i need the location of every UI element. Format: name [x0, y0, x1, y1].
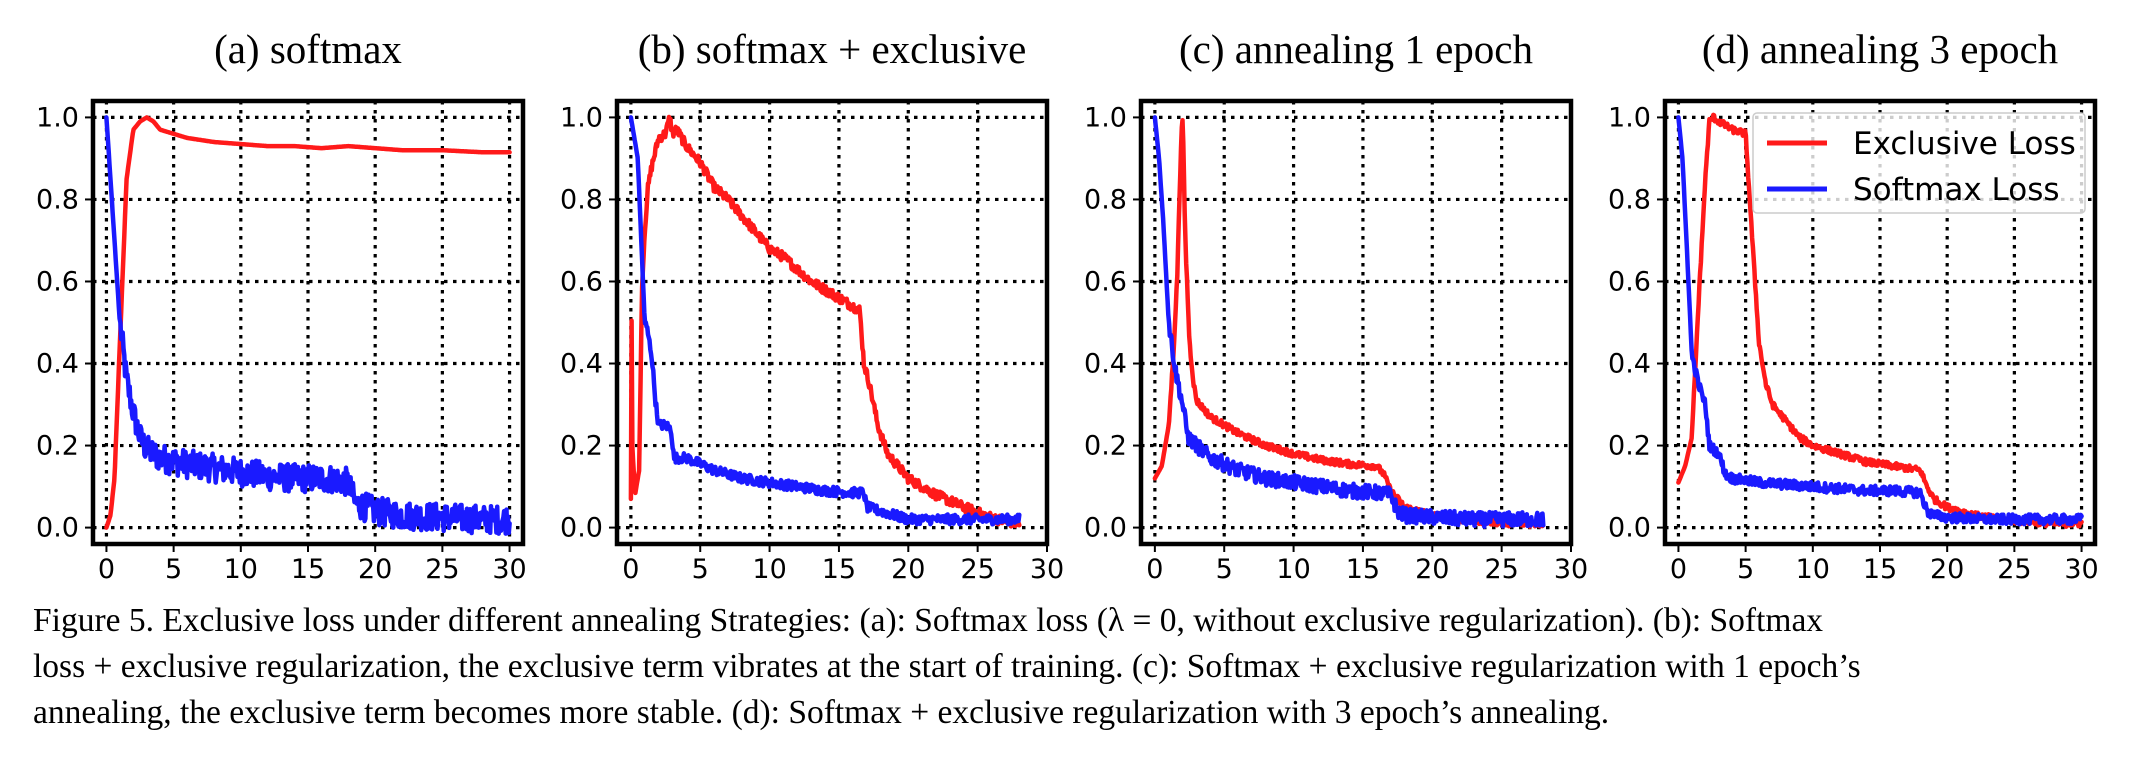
x-tick-label: 5: [692, 554, 709, 585]
y-tick-label: 0.8: [1084, 184, 1127, 215]
legend-label: Softmax Loss: [1853, 172, 2060, 208]
x-tick-label: 30: [1030, 554, 1064, 585]
x-tick-label: 10: [224, 554, 258, 585]
y-tick-label: 0.0: [560, 513, 603, 544]
x-tick-label: 0: [622, 554, 639, 585]
y-tick-label: 1.0: [560, 102, 603, 133]
x-tick-label: 15: [822, 554, 856, 585]
y-tick-label: 0.0: [1608, 513, 1651, 544]
y-tick-label: 0.4: [560, 349, 603, 380]
series-line-exclusive-loss: [628, 114, 1022, 529]
y-tick-label: 0.6: [1084, 266, 1127, 297]
series-line-softmax-loss: [628, 115, 1022, 527]
series-line-softmax-loss: [1152, 115, 1546, 529]
subplot-panels: (a) softmax 0 5 10 15 20 25 30 0.0 0.2 0.4 0.6 0.8 1.…: [36, 26, 2099, 585]
subplot-title: (d) annealing 3 epoch: [1702, 26, 2058, 72]
x-tick-label: 20: [358, 554, 392, 585]
x-tick-label: 5: [165, 554, 182, 585]
x-tick-label: 0: [1670, 554, 1687, 585]
x-tick-label: 10: [1796, 554, 1830, 585]
x-tick-label: 0: [98, 554, 115, 585]
subplot-a: (a) softmax 0 5 10 15 20 25 30 0.0 0.2 0.4 0.6 0.8 1.…: [36, 26, 527, 585]
figure-caption: Figure 5. Exclusive loss under different…: [33, 598, 2103, 736]
y-tick-label: 1.0: [1084, 102, 1127, 133]
y-tick-label: 0.0: [1084, 513, 1127, 544]
y-tick-label: 0.4: [1084, 349, 1127, 380]
subplot-c: (c) annealing 1 epoch 0 5 10 15 20 25 30 0.0 0.2 0…: [1084, 26, 1588, 585]
x-tick-label: 25: [1997, 554, 2031, 585]
x-tick-label: 15: [291, 554, 325, 585]
x-tick-label: 15: [1863, 554, 1897, 585]
y-tick-label: 0.2: [1608, 431, 1651, 462]
caption-line-1: Figure 5. Exclusive loss under different…: [33, 602, 1824, 639]
x-tick-label: 30: [2064, 554, 2098, 585]
x-tick-label: 20: [1930, 554, 1964, 585]
plot-frame: [614, 98, 1050, 547]
y-tick-label: 0.4: [1608, 349, 1651, 380]
y-tick-label: 0.8: [1608, 184, 1651, 215]
y-tick-label: 0.4: [36, 349, 79, 380]
series-line-softmax-loss: [1676, 115, 2084, 527]
subplot-title: (a) softmax: [214, 26, 402, 72]
x-tick-label: 5: [1216, 554, 1233, 585]
y-tick-label: 0.8: [36, 184, 79, 215]
x-tick-label: 25: [960, 554, 994, 585]
series-line-exclusive-loss: [104, 115, 512, 530]
caption-line-2: loss + exclusive regularization, the exc…: [33, 648, 1861, 685]
x-tick-label: 5: [1737, 554, 1754, 585]
y-tick-label: 0.2: [1084, 431, 1127, 462]
y-tick-label: 0.6: [1608, 266, 1651, 297]
x-tick-label: 10: [752, 554, 786, 585]
figure-canvas: (a) softmax 0 5 10 15 20 25 30 0.0 0.2 0.4 0.6 0.8 1.…: [36, 26, 2099, 585]
y-tick-label: 0.0: [36, 513, 79, 544]
legend-box: [1752, 112, 2086, 214]
series-line-softmax-loss: [104, 115, 512, 536]
y-tick-label: 0.2: [560, 431, 603, 462]
caption-line-3: annealing, the exclusive term becomes mo…: [33, 694, 1610, 731]
x-tick-label: 20: [891, 554, 925, 585]
x-tick-label: 30: [492, 554, 526, 585]
subplot-b: (b) softmax + exclusive 0 5 10 15 20 25 30 0.0 0.…: [560, 26, 1064, 585]
y-tick-label: 0.6: [560, 266, 603, 297]
x-tick-label: 25: [1484, 554, 1518, 585]
plot-frame: [1138, 98, 1574, 547]
y-tick-label: 0.2: [36, 431, 79, 462]
x-tick-label: 20: [1415, 554, 1449, 585]
x-tick-label: 30: [1554, 554, 1588, 585]
legend: Exclusive Loss Softmax Loss: [1752, 112, 2086, 214]
y-tick-label: 0.8: [560, 184, 603, 215]
x-tick-label: 10: [1276, 554, 1310, 585]
legend-label: Exclusive Loss: [1853, 126, 2076, 162]
x-tick-label: 25: [425, 554, 459, 585]
y-tick-label: 1.0: [1608, 102, 1651, 133]
y-tick-label: 0.6: [36, 266, 79, 297]
y-tick-label: 1.0: [36, 102, 79, 133]
subplot-title: (b) softmax + exclusive: [638, 26, 1027, 72]
subplot-d: (d) annealing 3 epoch 0 5 10 15 20 25 30 0.0 0.2 0…: [1608, 26, 2099, 585]
subplot-title: (c) annealing 1 epoch: [1179, 26, 1533, 72]
x-tick-label: 0: [1146, 554, 1163, 585]
x-tick-label: 15: [1346, 554, 1380, 585]
